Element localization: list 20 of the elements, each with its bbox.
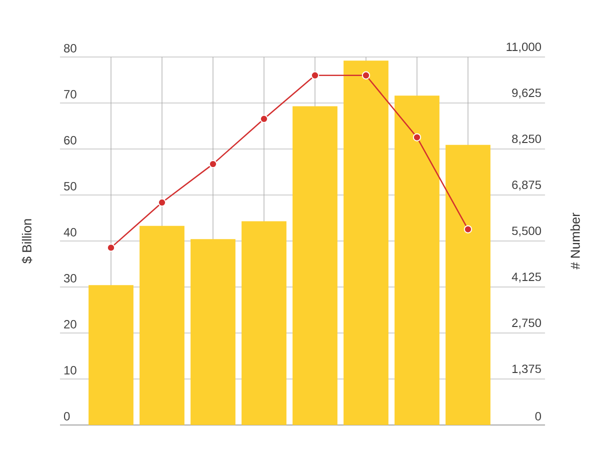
y2-tick-label: 4,125 [512,272,541,282]
y2-axis-title: # Number [570,212,580,270]
y2-tick-label: 0 [535,412,542,420]
y2-tick-label: 5,500 [512,226,542,236]
y2-tick-label: 11,000 [506,42,542,52]
y-tick-label: 70 [64,90,76,98]
y-tick-label: 60 [64,136,76,144]
y2-tick-label: 6,875 [512,180,541,190]
y2-tick-label: 2,750 [512,318,542,328]
y2-tick-label: 1,375 [512,364,541,374]
y-tick-label: 10 [64,366,76,374]
y2-tick-label: 8,250 [512,134,542,144]
y-tick-label: 0 [64,412,70,420]
y-tick-label: 50 [64,182,76,190]
y-axis-title: $ Billion [22,219,32,264]
y-tick-label: 20 [64,320,76,328]
y-tick-label: 80 [64,44,76,52]
y2-tick-label: 9,625 [512,88,541,98]
y-tick-label: 40 [64,228,76,236]
y-tick-label: 30 [64,274,76,282]
